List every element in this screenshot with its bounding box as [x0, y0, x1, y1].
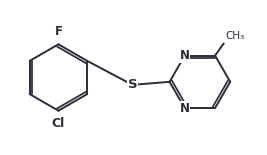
Text: Cl: Cl	[52, 117, 65, 130]
Text: N: N	[180, 49, 190, 62]
Text: CH₃: CH₃	[225, 31, 244, 41]
Text: N: N	[180, 102, 190, 115]
Text: S: S	[128, 78, 137, 91]
Text: F: F	[54, 25, 62, 38]
